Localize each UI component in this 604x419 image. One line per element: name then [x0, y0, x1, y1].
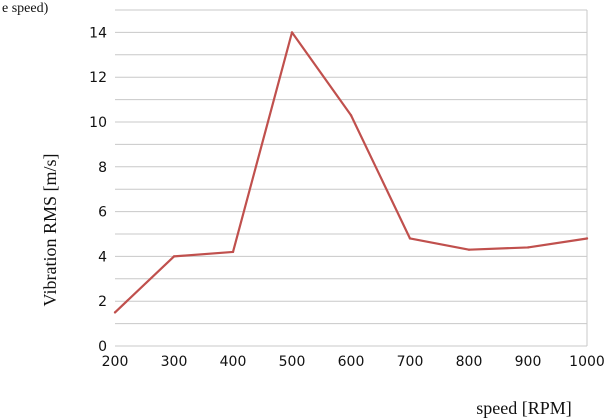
data-point	[290, 31, 294, 34]
x-tick-label: 400	[220, 354, 247, 370]
x-tick-label: 500	[279, 354, 306, 370]
data-point	[113, 311, 117, 314]
data-point	[467, 248, 471, 251]
x-axis-title: speed [RPM]	[476, 398, 572, 418]
y-tick-label: 0	[98, 339, 107, 355]
y-tick-label: 8	[98, 160, 107, 176]
data-point	[349, 114, 353, 117]
y-tick-label: 2	[98, 294, 107, 310]
y-tick-label: 12	[89, 70, 107, 86]
data-point	[231, 250, 235, 254]
x-tick-label: 200	[102, 354, 129, 370]
y-tick-labels: 0 2 4 6 8 10 12 14	[89, 25, 107, 355]
series-group	[113, 31, 589, 314]
y-axis-title: Vibration RMS [m/s]	[40, 154, 60, 307]
x-tick-label: 700	[397, 354, 424, 370]
data-point	[172, 255, 176, 258]
y-tick-label: 10	[89, 115, 107, 131]
y-tick-label: 6	[98, 205, 107, 221]
x-tick-label: 300	[161, 354, 188, 370]
data-point	[585, 237, 589, 240]
data-point	[408, 237, 412, 240]
data-point	[526, 246, 530, 249]
x-tick-labels: 200 300 400 500 600 700 800 900 1000	[102, 354, 604, 370]
series-line	[114, 31, 588, 314]
top-fragment-text: e speed)	[2, 1, 49, 16]
x-tick-label: 800	[456, 354, 483, 370]
y-tick-label: 14	[89, 25, 107, 41]
x-tick-label: 900	[515, 354, 542, 370]
x-tick-label: 600	[338, 354, 365, 370]
x-tick-label: 1000	[569, 354, 604, 370]
y-tick-label: 4	[98, 249, 107, 265]
grid-lines	[115, 9, 588, 347]
